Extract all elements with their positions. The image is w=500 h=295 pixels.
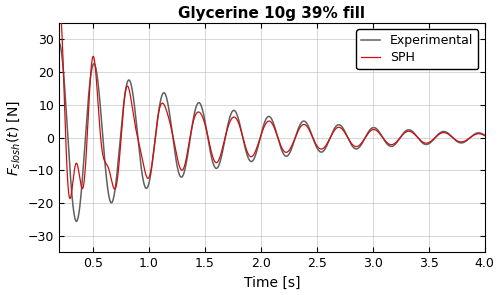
SPH [372, 128, 378, 131]
Line: Experimental: Experimental [59, 43, 484, 221]
SPH [210, 157, 216, 160]
Legend: Experimental, SPH: Experimental, SPH [356, 30, 478, 69]
Line: SPH: SPH [59, 9, 484, 199]
Experimental [308, 131, 314, 134]
SPH [56, 7, 62, 11]
Experimental [78, 198, 84, 201]
SPH [56, 9, 62, 12]
Experimental [372, 126, 378, 130]
Experimental [394, 140, 400, 144]
SPH [78, 182, 84, 185]
Experimental [74, 219, 80, 223]
SPH [482, 134, 488, 137]
Title: Glycerine 10g 39% fill: Glycerine 10g 39% fill [178, 6, 366, 21]
Experimental [482, 133, 488, 137]
SPH [308, 132, 314, 135]
SPH [394, 139, 400, 143]
SPH [326, 137, 332, 141]
SPH [67, 197, 73, 200]
X-axis label: Time [s]: Time [s] [244, 276, 300, 289]
Experimental [210, 162, 216, 165]
Experimental [56, 41, 62, 45]
Y-axis label: $F_{slosh}(t)$ [N]: $F_{slosh}(t)$ [N] [6, 99, 22, 176]
Experimental [326, 138, 332, 141]
